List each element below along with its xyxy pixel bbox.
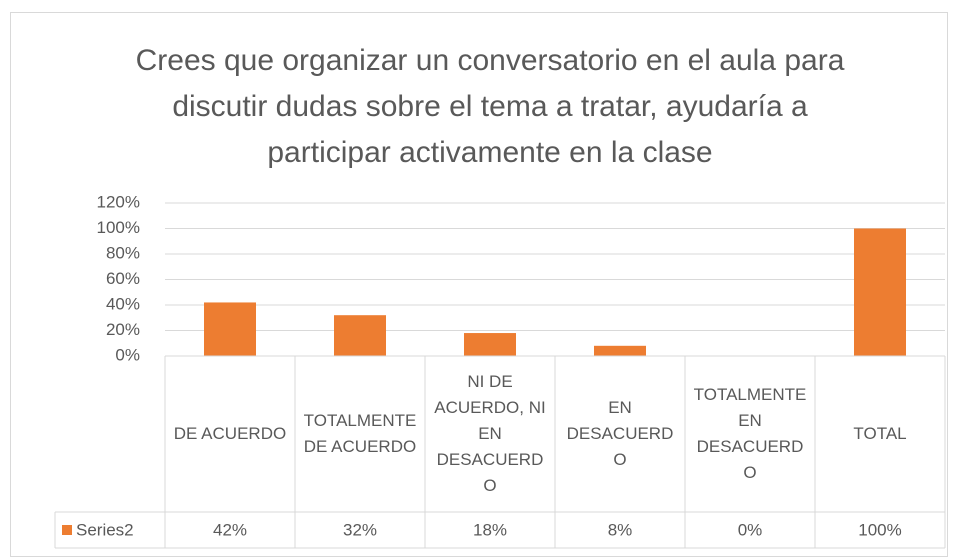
category-label: EN DESACUERDO	[566, 398, 674, 469]
legend-key	[62, 525, 72, 535]
chart-title: Crees que organizar un conversatorio en …	[135, 44, 845, 169]
bar	[854, 228, 906, 356]
y-tick-label: 0%	[115, 345, 140, 364]
category-label: TOTALMENTE DE ACUERDO	[303, 411, 417, 456]
category-label: TOTAL	[853, 424, 907, 443]
y-tick-label: 100%	[97, 218, 140, 237]
legend-label: Series2	[76, 520, 134, 539]
y-tick-label: 20%	[106, 320, 140, 339]
bar	[464, 333, 516, 356]
category-label: TOTALMENTE EN DESACUERDO	[693, 385, 807, 482]
y-tick-label: 80%	[106, 243, 140, 262]
y-tick-label: 40%	[106, 294, 140, 313]
bar	[334, 315, 386, 356]
table-value: 42%	[213, 520, 247, 539]
category-label: NI DE ACUERDO, NI EN DESACUERDO	[434, 372, 546, 495]
category-label: DE ACUERDO	[173, 424, 287, 443]
table-value: 8%	[608, 520, 633, 539]
table-value: 0%	[738, 520, 763, 539]
table-value: 32%	[343, 520, 377, 539]
y-tick-label: 60%	[106, 269, 140, 288]
y-tick-label: 120%	[97, 192, 140, 211]
bar	[204, 302, 256, 356]
table-value: 100%	[858, 520, 901, 539]
table-value: 18%	[473, 520, 507, 539]
bar	[594, 345, 646, 356]
